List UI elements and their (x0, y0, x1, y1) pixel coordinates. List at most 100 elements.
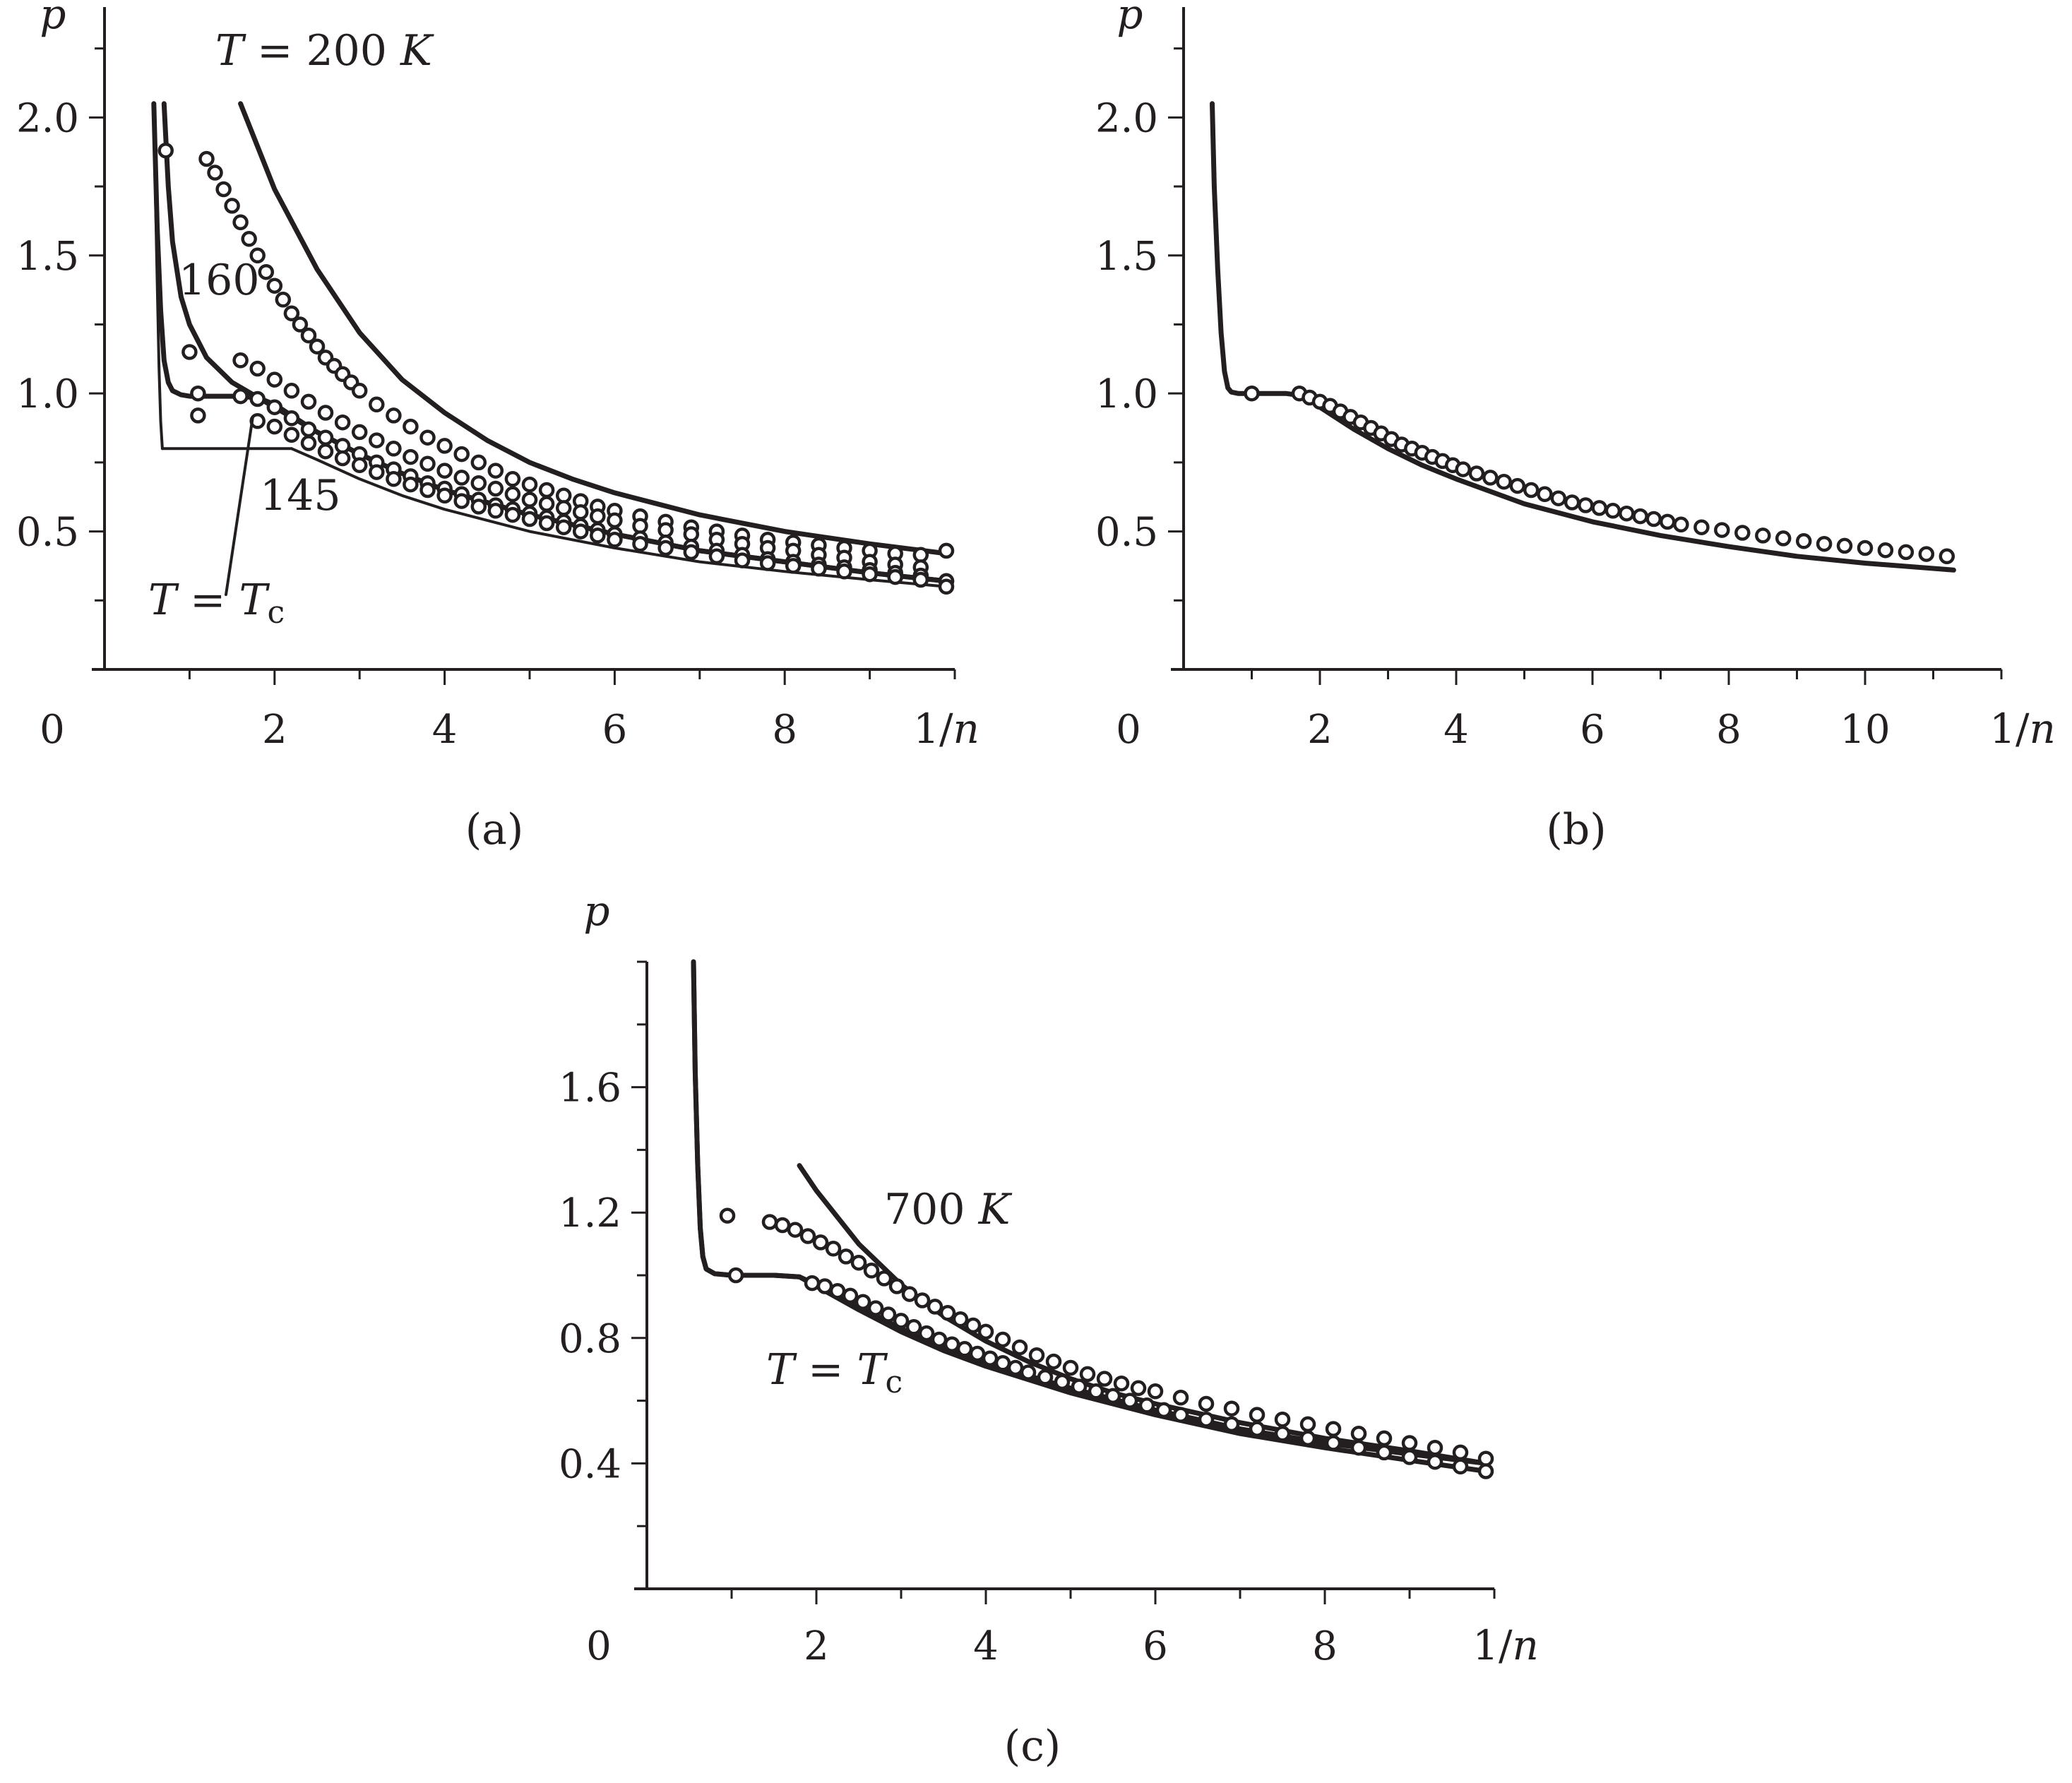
x-tick-label: 8 (772, 707, 797, 753)
data-point (317, 443, 334, 460)
data-point (403, 476, 419, 493)
data-point (157, 142, 174, 159)
data-point (504, 486, 521, 503)
caption-b: (b) (1546, 805, 1606, 854)
origin-label: 0 (40, 707, 65, 753)
series-line-2 (151, 101, 949, 584)
data-point (855, 1294, 871, 1310)
data-point (1172, 1389, 1189, 1406)
annotation-200k-value: = 200 (244, 26, 400, 76)
data-point (1550, 490, 1567, 506)
data-point (1918, 546, 1935, 562)
data-point (1325, 1421, 1342, 1437)
data-point (1121, 1393, 1138, 1409)
data-point (215, 181, 232, 198)
data-point (787, 1222, 804, 1238)
data-point (1350, 1439, 1367, 1456)
data-point (1028, 1347, 1045, 1364)
data-point (1795, 533, 1812, 549)
data-point (487, 480, 504, 497)
data-point (1755, 527, 1771, 544)
x-tick-label: 2 (1307, 707, 1333, 753)
data-point (470, 499, 487, 515)
data-point (487, 503, 504, 519)
data-point (334, 438, 351, 454)
data-point (1147, 1383, 1164, 1400)
data-point (275, 292, 292, 308)
data-point (1155, 1402, 1172, 1419)
data-point (369, 396, 385, 413)
data-point (1604, 503, 1621, 519)
data-point (1816, 535, 1833, 552)
data-point (207, 165, 223, 181)
annotation-tc-a-T2: T (239, 576, 270, 625)
data-point (300, 421, 317, 438)
annotation-tc-leader-a (225, 415, 254, 596)
axes-b (1171, 7, 2001, 671)
data-point (1096, 1371, 1113, 1387)
data-point (965, 1317, 982, 1334)
data-point (1020, 1364, 1037, 1381)
y-axis-label: p (1117, 0, 1143, 38)
series-a (151, 101, 955, 595)
annotation-tc-a: T = Tc (148, 576, 285, 631)
annotation-tc-a-sub: c (267, 595, 285, 631)
data-point (912, 547, 929, 563)
data-point (419, 482, 436, 499)
annotation-tc-c-T2: T (857, 1345, 888, 1395)
data-point (1523, 482, 1540, 499)
data-point (719, 1207, 736, 1224)
data-point (1401, 1435, 1418, 1451)
data-point (734, 552, 751, 568)
data-point (1427, 1439, 1443, 1456)
data-point (419, 429, 436, 446)
x-axis-label-var: n (953, 705, 980, 753)
data-point (386, 407, 402, 424)
data-point (351, 457, 368, 474)
x-axis-label-var: n (1513, 1621, 1539, 1669)
data-point (850, 1254, 867, 1271)
data-point (956, 1341, 973, 1357)
series-b (1210, 101, 1956, 573)
data-point (351, 383, 368, 399)
data-point (1877, 542, 1894, 559)
annotation-tc-a-T: T (148, 576, 179, 625)
annotation-tc-c-sub: c (885, 1364, 903, 1400)
x-tick-label: 10 (1840, 707, 1890, 753)
y-tick-label: 0.4 (559, 1441, 621, 1487)
y-tick-label: 0.8 (559, 1316, 621, 1362)
data-point (334, 414, 351, 431)
series-markers-3 (719, 1207, 1494, 1467)
data-point (1071, 1378, 1088, 1395)
data-point (842, 1287, 859, 1304)
data-point (317, 429, 334, 446)
data-point (1325, 1435, 1342, 1451)
data-point (283, 410, 300, 427)
data-point (1455, 461, 1471, 477)
data-point (1659, 513, 1676, 530)
data-point (283, 305, 300, 322)
series-line-0 (238, 101, 949, 556)
data-point (1011, 1339, 1028, 1356)
data-point (994, 1331, 1011, 1348)
data-point (1350, 1425, 1367, 1442)
data-point (1509, 477, 1526, 494)
data-point (1452, 1458, 1469, 1475)
data-point (1113, 1375, 1130, 1392)
data-point (198, 150, 215, 167)
data-point (938, 578, 955, 595)
data-point (317, 405, 334, 421)
annotation-160: 160 (179, 256, 260, 305)
x-axis-label-num: 1/ (913, 705, 953, 753)
data-point (181, 344, 198, 360)
annotation-200k-unit: K (400, 26, 434, 76)
data-point (1198, 1395, 1215, 1412)
data-point (1401, 1449, 1418, 1465)
data-point (249, 360, 266, 377)
data-point (1564, 494, 1580, 511)
data-point (952, 1311, 969, 1328)
data-point (931, 1331, 948, 1348)
data-point (880, 1306, 897, 1323)
data-point (863, 1263, 880, 1279)
